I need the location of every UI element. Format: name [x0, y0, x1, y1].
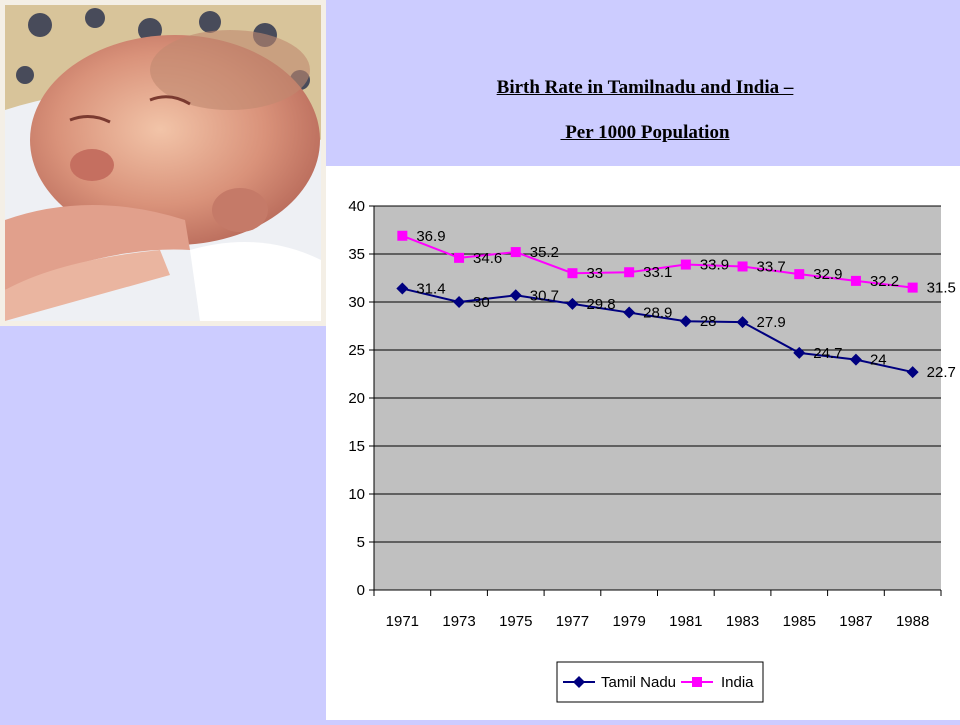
data-point-tamil-nadu [849, 353, 862, 366]
data-label-india: 34.6 [473, 250, 502, 267]
data-point-tamil-nadu [566, 297, 579, 310]
legend-marker-tamil-nadu [573, 676, 585, 688]
data-label-tamil-nadu: 27.9 [757, 314, 786, 331]
y-tick-label: 10 [348, 486, 365, 503]
series-line-tamil-nadu [402, 287, 913, 374]
data-point-tamil-nadu [509, 289, 522, 302]
data-label-tamil-nadu: 24 [870, 352, 887, 369]
data-label-india: 32.2 [870, 273, 899, 290]
axes: 0 5 10 15 20 25 30 35 40 1971 1973 1975 1977 1979 1981… [348, 198, 942, 630]
data-labels: 36.9 34.6 35.2 33 33.1 33.9 33.7 32.9 32.2 31.5 31… [416, 228, 956, 381]
legend-marker-india [692, 677, 702, 687]
y-tick-label: 20 [348, 390, 365, 407]
x-tick-label: 1973 [442, 613, 475, 630]
x-tick-label: 1975 [499, 613, 532, 630]
x-tick-label: 1983 [726, 613, 759, 630]
data-point-india [907, 282, 918, 293]
slide-title-line2: Per 1000 Population [560, 122, 730, 143]
data-point-india [510, 247, 521, 258]
data-point-india [794, 269, 805, 280]
data-point-tamil-nadu [623, 306, 636, 319]
data-point-tamil-nadu [679, 315, 692, 328]
legend-label-tamil-nadu: Tamil Nadu [601, 674, 676, 691]
data-point-tamil-nadu [793, 346, 806, 359]
data-label-india: 31.5 [927, 280, 956, 297]
data-label-india: 35.2 [530, 244, 559, 261]
data-label-tamil-nadu: 29.8 [586, 296, 615, 313]
x-tick-label: 1977 [556, 613, 589, 630]
data-point-tamil-nadu [396, 282, 409, 295]
y-tick-label: 40 [348, 198, 365, 215]
slide-title-line1: Birth Rate in Tamilnadu and India – [496, 77, 794, 98]
data-point-india [850, 275, 861, 286]
baby-photo [0, 0, 326, 326]
y-tick-label: 30 [348, 294, 365, 311]
data-point-india [567, 268, 578, 279]
x-tick-label: 1981 [669, 613, 702, 630]
series-layer [396, 230, 919, 379]
x-tick-label: 1979 [612, 613, 645, 630]
data-label-tamil-nadu: 31.4 [416, 281, 445, 298]
x-tick-label: 1988 [896, 613, 929, 630]
data-point-india [397, 230, 408, 241]
birth-rate-chart: 0 5 10 15 20 25 30 35 40 1971 1973 1975 1977 1979 1981… [326, 166, 960, 720]
data-point-india [454, 252, 465, 263]
series-tamil-nadu [396, 282, 919, 379]
x-tick-label: 1971 [386, 613, 419, 630]
series-india [397, 230, 918, 293]
data-label-india: 32.9 [813, 266, 842, 283]
data-label-tamil-nadu: 28.9 [643, 305, 672, 322]
data-point-india [737, 261, 748, 272]
data-point-tamil-nadu [736, 316, 749, 329]
y-tick-label: 5 [357, 534, 365, 551]
legend: Tamil Nadu India [556, 661, 764, 703]
data-label-india: 33.7 [757, 258, 786, 275]
data-label-tamil-nadu: 30.7 [530, 287, 559, 304]
data-label-india: 33 [586, 265, 603, 282]
data-label-india: 33.1 [643, 264, 672, 281]
data-label-tamil-nadu: 22.7 [927, 364, 956, 381]
data-label-india: 33.9 [700, 257, 729, 274]
data-label-tamil-nadu: 28 [700, 313, 717, 330]
data-point-tamil-nadu [453, 296, 466, 308]
series-line-india [401, 234, 913, 289]
data-label-tamil-nadu: 30 [473, 294, 490, 311]
y-tick-label: 35 [348, 246, 365, 263]
x-tick-label: 1985 [783, 613, 816, 630]
data-label-india: 36.9 [416, 228, 445, 245]
y-tick-label: 15 [348, 438, 365, 455]
y-tick-label: 0 [357, 582, 365, 599]
data-label-tamil-nadu: 24.7 [813, 345, 842, 362]
chart-container: 0 5 10 15 20 25 30 35 40 1971 1973 1975 1977 1979 1981… [326, 166, 960, 720]
data-point-india [624, 267, 635, 278]
data-point-india [680, 259, 691, 270]
x-tick-label: 1987 [839, 613, 872, 630]
data-point-tamil-nadu [906, 366, 919, 379]
y-tick-label: 25 [348, 342, 365, 359]
legend-label-india: India [721, 674, 754, 691]
